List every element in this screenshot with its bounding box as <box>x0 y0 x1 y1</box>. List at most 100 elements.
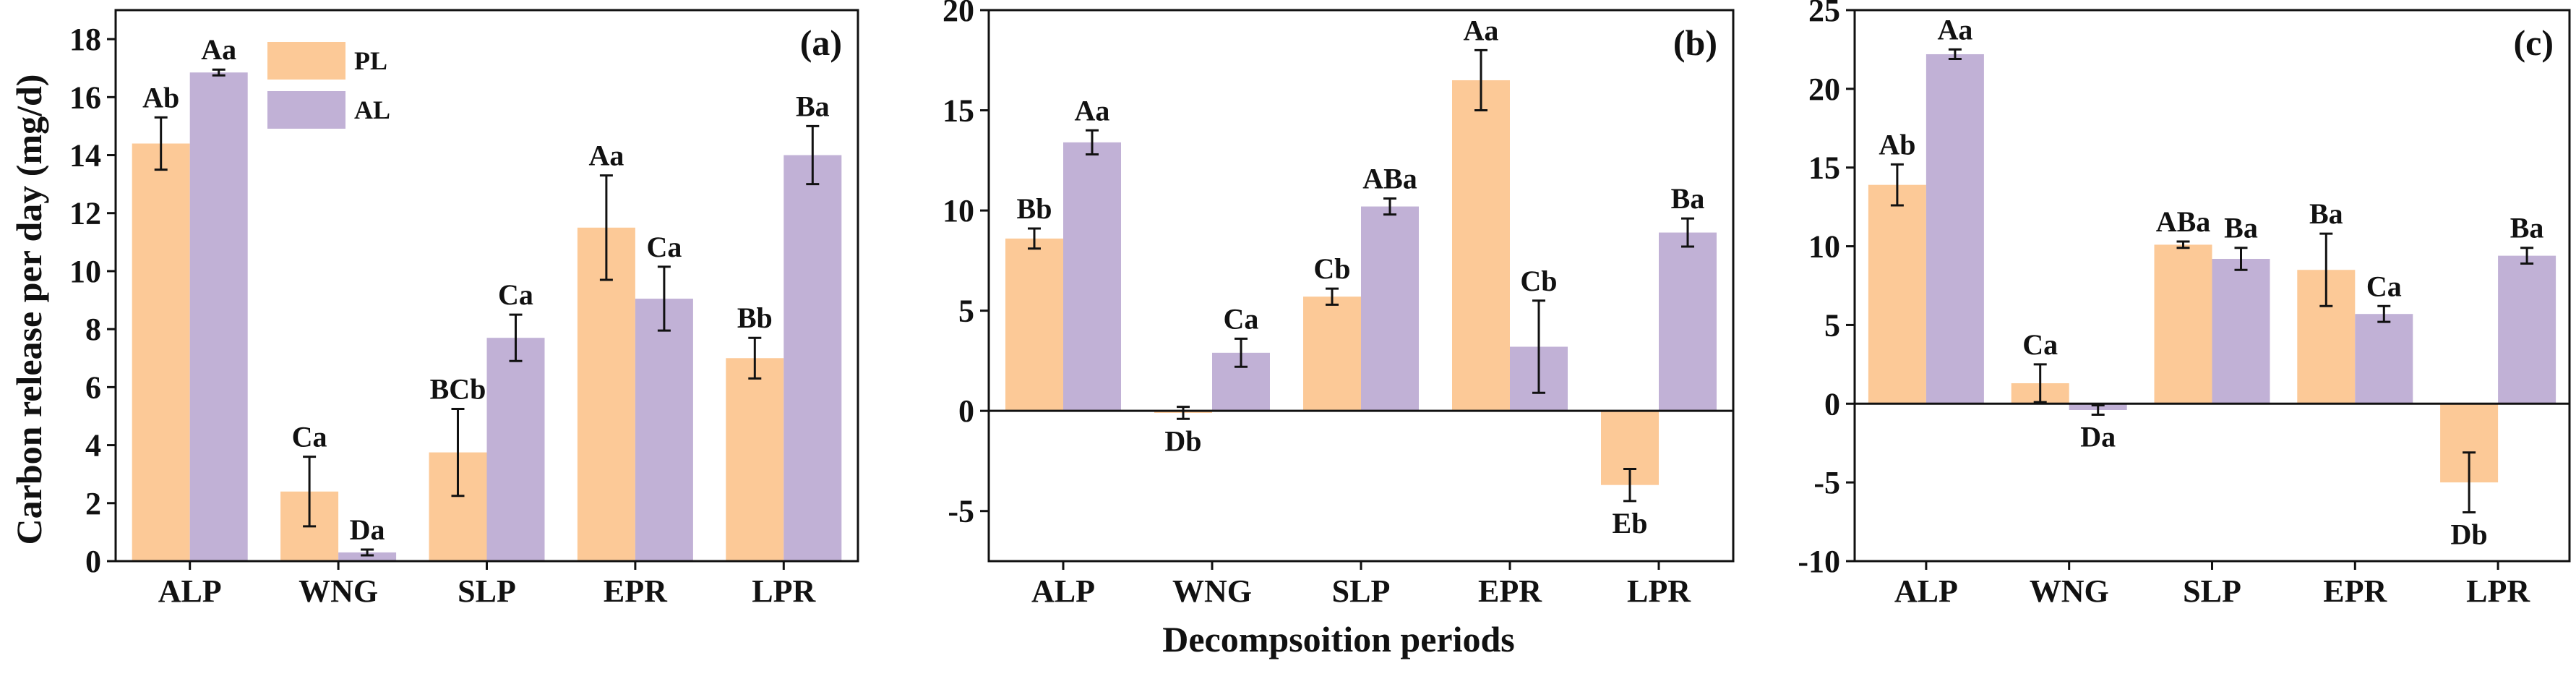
y-tick-label: 15 <box>943 93 974 129</box>
significance-label: Bb <box>1017 192 1052 225</box>
significance-label: Eb <box>1613 507 1648 539</box>
x-tick-label: EPR <box>2323 573 2387 609</box>
x-tick-label: SLP <box>2183 573 2241 609</box>
significance-label: Ca <box>1224 302 1259 335</box>
y-tick-label: 15 <box>1808 150 1840 186</box>
significance-label: ABa <box>1362 162 1417 195</box>
significance-label: Da <box>2080 421 2116 453</box>
significance-label: Ca <box>2022 328 2058 361</box>
y-tick-label: 4 <box>85 428 101 464</box>
bar-pl-alp <box>1868 184 1926 404</box>
significance-label: Ba <box>1671 182 1705 215</box>
bar-al-alp <box>189 72 248 561</box>
x-tick-label: WNG <box>2030 573 2109 609</box>
bar-pl-alp <box>1005 238 1063 411</box>
bar-al-slp <box>486 338 545 561</box>
y-tick-label: 6 <box>85 370 101 405</box>
y-tick-label: 12 <box>69 196 101 231</box>
y-tick-label: 5 <box>1824 307 1840 343</box>
bar-al-slp <box>2212 258 2270 404</box>
y-axis-title: Carbon release per day (mg/d) <box>9 74 49 545</box>
y-tick-label: 0 <box>1824 386 1840 422</box>
bar-pl-slp <box>2154 244 2212 404</box>
y-tick-label: -5 <box>948 494 974 529</box>
y-tick-label: 14 <box>69 138 101 174</box>
significance-label: Ca <box>498 278 533 311</box>
panel-c: Ab Ca ABa Ba Db Aa Da Ba Ca Ba -10 -5 0 5 10 15 20 25 ALP W… <box>1798 0 2571 609</box>
bar-pl-epr <box>1452 80 1510 411</box>
bar-al-epr <box>635 299 693 561</box>
panel-b: Bb Db Cb Aa Eb Aa Ca ABa Cb Ba -5 0 5 10 15 20 ALP WNG SLP… <box>943 0 1735 609</box>
y-tick-label: 18 <box>69 22 101 57</box>
x-tick-label: SLP <box>458 573 516 609</box>
significance-label: Aa <box>201 33 236 66</box>
panel-label: (a) <box>800 22 842 63</box>
y-tick-label: -10 <box>1798 544 1840 579</box>
x-tick-label: EPR <box>604 573 668 609</box>
y-tick-label: 2 <box>85 486 101 521</box>
bar-pl-slp <box>1303 296 1361 411</box>
y-tick-label: 16 <box>69 80 101 115</box>
bar-al-slp <box>1361 206 1419 411</box>
significance-label: Ca <box>646 231 682 263</box>
legend-swatch-pl <box>267 42 345 80</box>
significance-label: Ca <box>292 421 327 453</box>
significance-label: Da <box>350 513 385 546</box>
significance-label: Ca <box>2366 270 2402 302</box>
y-tick-label: 5 <box>958 294 974 329</box>
significance-label: Bb <box>737 302 773 334</box>
x-tick-label: LPR <box>1627 573 1691 609</box>
panel-label: (b) <box>1673 22 1717 63</box>
x-axis-title: Decompsoition periods <box>1162 619 1515 659</box>
significance-label: BCb <box>430 372 486 405</box>
legend-swatch-al <box>267 91 345 129</box>
x-tick-label: LPR <box>752 573 816 609</box>
x-tick-label: ALP <box>1031 573 1095 609</box>
significance-label: Aa <box>1464 14 1499 46</box>
significance-label: Cb <box>1520 265 1557 297</box>
x-tick-label: WNG <box>1172 573 1252 609</box>
legend: PL AL <box>267 42 390 129</box>
y-tick-label: 10 <box>69 254 101 289</box>
significance-label: Ba <box>2224 212 2258 244</box>
legend-label-al: AL <box>354 95 390 124</box>
y-tick-label: 0 <box>958 393 974 429</box>
significance-label: Db <box>1164 424 1201 457</box>
bar-pl-alp <box>132 143 190 562</box>
y-tick-label: 20 <box>1808 72 1840 107</box>
significance-label: Ba <box>796 90 830 122</box>
x-tick-label: LPR <box>2466 573 2530 609</box>
x-tick-label: WNG <box>299 573 378 609</box>
bar-al-lpr <box>783 155 842 562</box>
y-tick-label: 0 <box>85 544 101 579</box>
bar-al-alp <box>1925 54 1984 404</box>
panel-a: Ab Ca BCb Aa Bb Aa Da Ca Ca Ba 0 2 4 6 8 10 12 14 16 18 ALP W… <box>69 9 859 609</box>
bar-al-lpr <box>1659 232 1717 411</box>
significance-label: Aa <box>1075 94 1110 127</box>
significance-label: Db <box>2451 518 2488 551</box>
significance-label: Ab <box>1879 128 1915 161</box>
bar-pl-lpr <box>726 358 784 561</box>
significance-label: Cb <box>1313 252 1350 285</box>
x-tick-label: SLP <box>1332 573 1391 609</box>
bar-pl-epr <box>577 227 635 561</box>
bar-al-epr <box>2355 314 2413 404</box>
significance-label: ABa <box>2156 205 2211 238</box>
significance-label: Ba <box>2309 197 2343 230</box>
x-tick-label: ALP <box>1894 573 1958 609</box>
legend-label-pl: PL <box>354 46 387 75</box>
y-tick-label: 8 <box>85 312 101 347</box>
y-tick-label: 25 <box>1808 0 1840 28</box>
panel-label: (c) <box>2514 22 2554 63</box>
y-tick-label: 20 <box>943 0 974 28</box>
y-tick-label: -5 <box>1813 465 1840 500</box>
significance-label: Aa <box>588 140 624 172</box>
bar-al-wng <box>338 552 397 561</box>
significance-label: Ab <box>142 81 179 114</box>
x-tick-label: ALP <box>158 573 222 609</box>
y-tick-label: 10 <box>1808 229 1840 265</box>
bar-al-alp <box>1063 142 1121 411</box>
bar-al-lpr <box>2498 255 2556 404</box>
y-tick-label: 10 <box>943 193 974 229</box>
